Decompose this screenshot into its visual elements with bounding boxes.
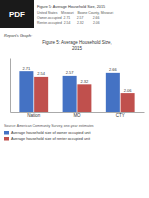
annotation: Renter-occupied 2.54 2.32 2.06 <box>37 21 100 25</box>
title: Figure 5: Average Household Size,2015 <box>42 40 111 51</box>
chart: PDF Figure 5: Average Household Size, 201… <box>0 0 149 198</box>
bars <box>19 71 134 112</box>
bar <box>106 73 120 112</box>
x-tick: Nation <box>27 112 41 118</box>
legend-label: Average household size of owner occupied… <box>11 131 91 135</box>
bar <box>77 84 91 112</box>
bar <box>34 77 48 112</box>
annotation: Owner-occupied 2.71 2.57 2.66 <box>37 16 99 20</box>
bar <box>121 93 135 112</box>
pdf-box <box>0 0 34 28</box>
plot: 2.71 2.57 2.66 2.54 2.32 2.06 Nation MO CTY <box>11 59 145 163</box>
bar <box>63 76 77 112</box>
legend: Average household size of owner occupied… <box>4 131 91 141</box>
annotation: Source: American Community Survey, one-y… <box>4 124 94 128</box>
x-tick-label: Nation <box>27 113 41 118</box>
x-tick-label: MO <box>73 113 81 118</box>
legend-swatch <box>4 137 9 141</box>
y-axis-line <box>10 59 11 113</box>
data-label: 2.71 <box>22 66 31 71</box>
data-label: 2.32 <box>80 79 89 84</box>
data-label: 2.54 <box>37 71 46 76</box>
x-tick-label: CTY <box>116 113 125 118</box>
legend-label: Average household size of renter occupie… <box>11 137 91 141</box>
data-label: 2.57 <box>66 70 75 75</box>
x-tick: MO <box>73 112 81 118</box>
annotation: Report's Graph: <box>4 33 32 38</box>
legend-swatch <box>4 131 9 135</box>
annotation: PDF <box>9 10 25 19</box>
data-label: 2.66 <box>109 67 118 72</box>
data-label: 2.06 <box>124 88 133 93</box>
x-tick: CTY <box>116 112 125 118</box>
y-axis <box>10 59 11 113</box>
bar <box>19 71 33 112</box>
x-axis: Nation MO CTY <box>11 112 145 118</box>
annotation: United States Missouri Boone County, Mis… <box>37 11 114 15</box>
annotation: Figure 5: Average Household Size, 2015 <box>37 5 105 9</box>
